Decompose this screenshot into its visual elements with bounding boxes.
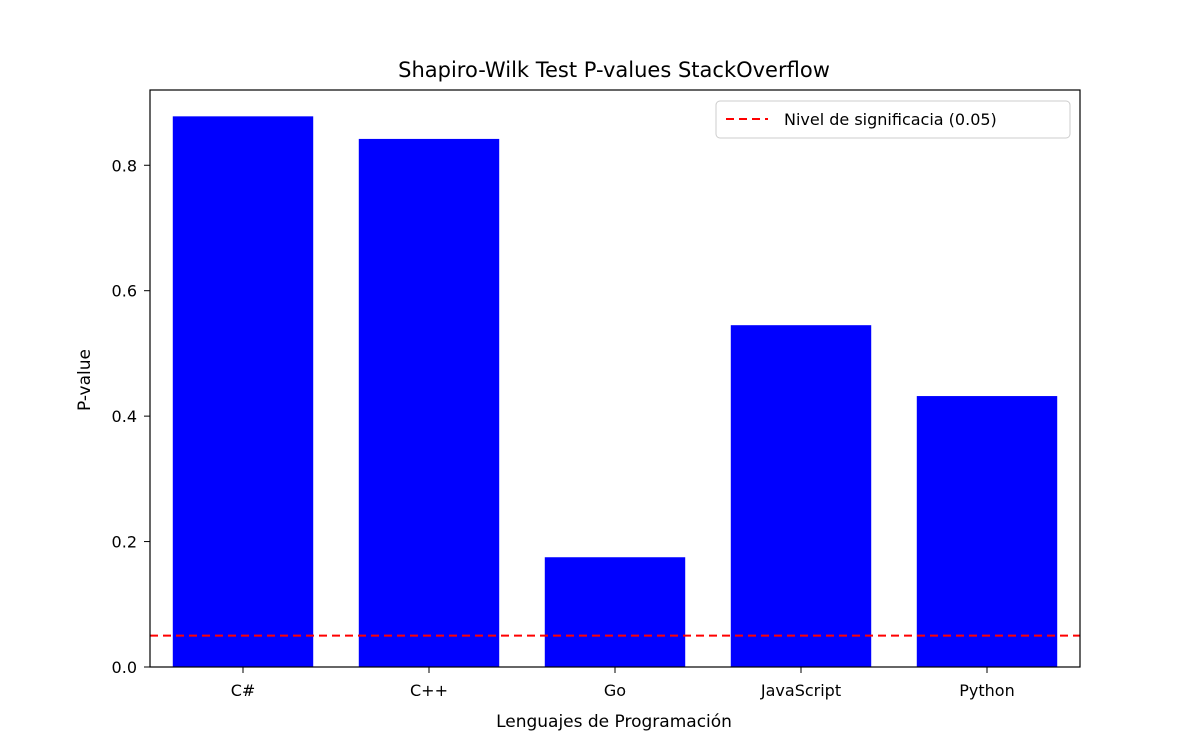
x-axis-label: Lenguajes de Programación — [496, 712, 732, 732]
x-tick-label: JavaScript — [760, 681, 841, 700]
bar-python — [916, 396, 1058, 667]
legend-box — [715, 100, 1071, 139]
y-tick-label: 0.4 — [112, 407, 137, 426]
y-tick-label: 0.6 — [112, 282, 137, 301]
x-axis-ticks: C# C++ Go JavaScript Python — [231, 667, 1015, 700]
y-tick-label: 0.2 — [112, 533, 137, 552]
x-tick-label: Python — [959, 681, 1014, 700]
x-tick-label: Go — [604, 681, 626, 700]
x-tick-label: C# — [231, 681, 256, 700]
y-tick-label: 0.8 — [112, 156, 137, 175]
x-tick-label: C++ — [410, 681, 448, 700]
bar-c — [172, 116, 314, 667]
bars-group — [172, 116, 1058, 668]
legend-label: Nivel de significacia (0.05) — [784, 110, 997, 129]
legend: Nivel de significacia (0.05) — [715, 100, 1071, 139]
bar-c — [358, 138, 500, 668]
bar-go — [544, 557, 686, 667]
bar-javascript — [730, 325, 872, 667]
y-axis-label: P-value — [75, 349, 95, 411]
chart-title: Shapiro-Wilk Test P-values StackOverflow — [398, 58, 830, 82]
y-tick-label: 0.0 — [112, 658, 137, 677]
y-axis-ticks: 0.0 0.2 0.4 0.6 0.8 — [112, 156, 150, 677]
